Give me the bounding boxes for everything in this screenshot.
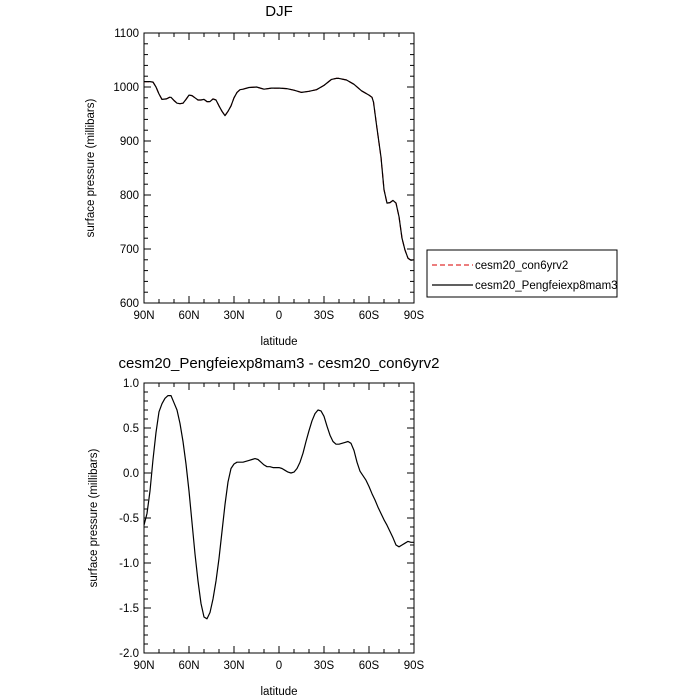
y-tick-label: -1.0 bbox=[119, 558, 139, 570]
y-tick-label: 600 bbox=[120, 298, 139, 310]
x-tick-label: 90N bbox=[133, 310, 154, 322]
x-tick-label: 90S bbox=[404, 660, 425, 672]
y-tick-label: -1.5 bbox=[119, 603, 139, 615]
y-tick-label: 1000 bbox=[113, 82, 139, 94]
legend-label-con6yrv2: cesm20_con6yrv2 bbox=[475, 260, 568, 272]
legend-box bbox=[426, 249, 618, 298]
x-tick-label: 30N bbox=[223, 660, 244, 672]
series-line-series-0 bbox=[143, 395, 414, 620]
y-axis-label: surface pressure (millibars) bbox=[88, 448, 100, 587]
series-group bbox=[143, 395, 414, 620]
x-tick-label: 0 bbox=[276, 660, 282, 672]
y-tick-label: 0.5 bbox=[123, 423, 139, 435]
plot-frame bbox=[143, 32, 415, 304]
series-line-cesm20_Pengfeiexp8mam3 bbox=[144, 77, 415, 261]
legend-label-pengfei: cesm20_Pengfeiexp8mam3 bbox=[475, 280, 618, 292]
chart-title: DJF bbox=[265, 3, 293, 20]
x-tick-label: 60S bbox=[359, 310, 380, 322]
y-tick-label: 800 bbox=[120, 190, 139, 202]
y-tick-label: 1.0 bbox=[123, 378, 139, 390]
x-axis-label: latitude bbox=[260, 336, 297, 348]
x-tick-label: 60S bbox=[359, 660, 380, 672]
x-tick-label: 30N bbox=[223, 310, 244, 322]
y-axis: 600 700 800 900 1000 1100 bbox=[113, 28, 414, 310]
chart-djf: DJF 90N 60N 30N 0 30S 60S 90S 600 700 800 900 1000… bbox=[85, 3, 618, 348]
chart-title: cesm20_Pengfeiexp8mam3 - cesm20_con6yrv2 bbox=[119, 355, 440, 372]
legend: cesm20_con6yrv2 cesm20_Pengfeiexp8mam3 bbox=[426, 249, 618, 298]
x-axis: 90N 60N 30N 0 30S 60S 90S bbox=[133, 33, 425, 322]
x-tick-label: 30S bbox=[314, 310, 335, 322]
y-tick-label: -0.5 bbox=[119, 513, 139, 525]
y-tick-label: 700 bbox=[120, 244, 139, 256]
x-axis-label: latitude bbox=[260, 686, 297, 698]
x-tick-label: 0 bbox=[276, 310, 282, 322]
y-tick-label: 900 bbox=[120, 136, 139, 148]
chart-difference: cesm20_Pengfeiexp8mam3 - cesm20_con6yrv2… bbox=[88, 355, 440, 698]
plot-frame bbox=[143, 382, 415, 654]
x-tick-label: 60N bbox=[178, 660, 199, 672]
x-tick-label: 90N bbox=[133, 660, 154, 672]
y-tick-label: -2.0 bbox=[119, 648, 139, 660]
y-tick-label: 1100 bbox=[114, 28, 139, 40]
x-axis: 90N 60N 30N 0 30S 60S 90S bbox=[133, 383, 425, 672]
y-axis-label: surface pressure (millibars) bbox=[85, 98, 97, 237]
y-axis: -2.0 -1.5 -1.0 -0.5 0.0 0.5 1.0 bbox=[119, 378, 414, 660]
x-tick-label: 90S bbox=[404, 310, 425, 322]
x-tick-label: 30S bbox=[314, 660, 335, 672]
y-tick-label: 0.0 bbox=[123, 468, 139, 480]
series-group bbox=[144, 77, 415, 261]
x-tick-label: 60N bbox=[178, 310, 199, 322]
